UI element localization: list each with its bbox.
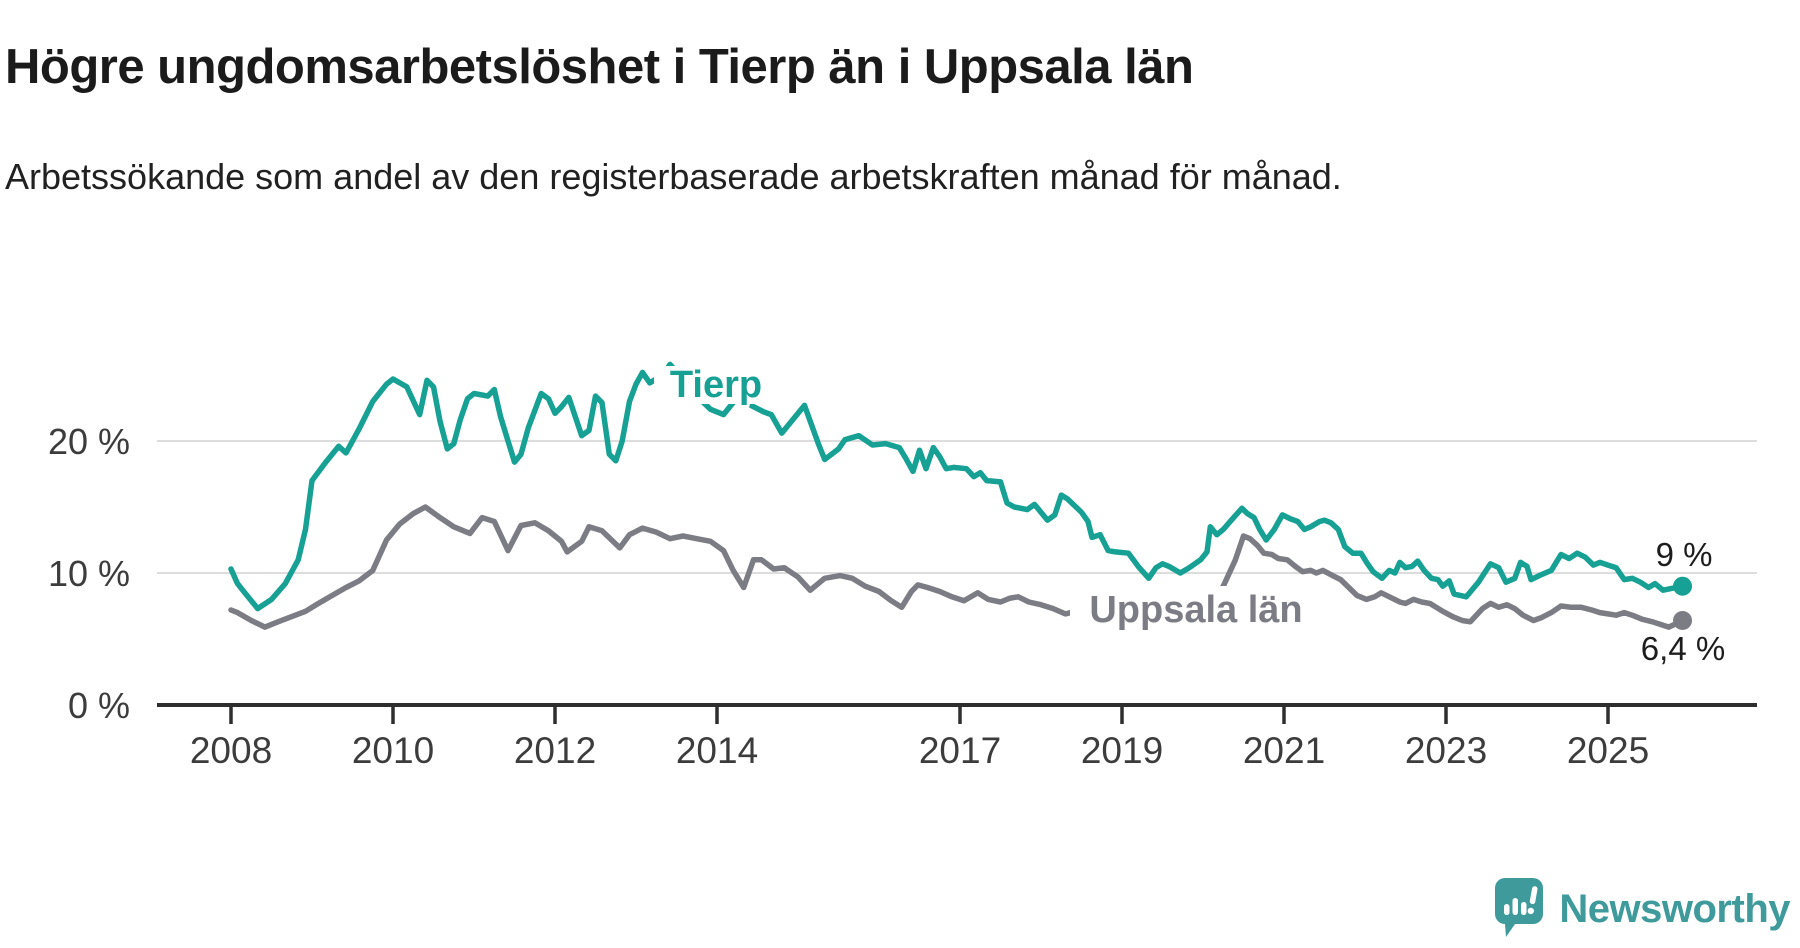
end-value-label-uppsala-län: 6,4 % <box>1641 630 1725 667</box>
x-axis-label-2012: 2012 <box>514 730 596 771</box>
chart-subtitle: Arbetssökande som andel av den registerb… <box>5 156 1342 197</box>
label-gap-tierp <box>654 366 770 404</box>
newsworthy-logo-text: Newsworthy <box>1559 886 1790 931</box>
x-axis-label-2019: 2019 <box>1081 730 1163 771</box>
page-title: Högre ungdomsarbetslöshet i Tierp än i U… <box>5 39 1194 94</box>
series-line-uppsala-län <box>228 504 1686 630</box>
series-line-tierp <box>228 361 1686 612</box>
newsworthy-branding: Newsworthy <box>1495 878 1790 940</box>
series-label-tierp: Tierp <box>670 364 762 406</box>
x-axis-label-2014: 2014 <box>676 730 758 771</box>
logo-barchart-glyph <box>1504 886 1538 915</box>
x-axis-label-2017: 2017 <box>919 730 1001 771</box>
x-axis-label-2023: 2023 <box>1405 730 1487 771</box>
x-axis-label-2021: 2021 <box>1243 730 1325 771</box>
series-label-uppsala-län: Uppsala län <box>1089 589 1302 631</box>
end-dot-tierp <box>1673 576 1693 596</box>
x-axis-label-2010: 2010 <box>352 730 434 771</box>
logo-bubble <box>1495 878 1544 937</box>
y-axis-label-20: 20 % <box>48 421 130 462</box>
newsworthy-logo-icon <box>1495 878 1544 937</box>
label-gap-uppsala <box>1070 586 1320 632</box>
x-axis-label-2008: 2008 <box>190 730 272 771</box>
y-axis-label-10: 10 % <box>48 553 130 594</box>
x-axis-label-2025: 2025 <box>1567 730 1649 771</box>
y-axis-label-0: 0 % <box>68 685 130 726</box>
end-dot-uppsala-län <box>1673 611 1693 631</box>
end-value-label-tierp: 9 % <box>1656 536 1713 573</box>
